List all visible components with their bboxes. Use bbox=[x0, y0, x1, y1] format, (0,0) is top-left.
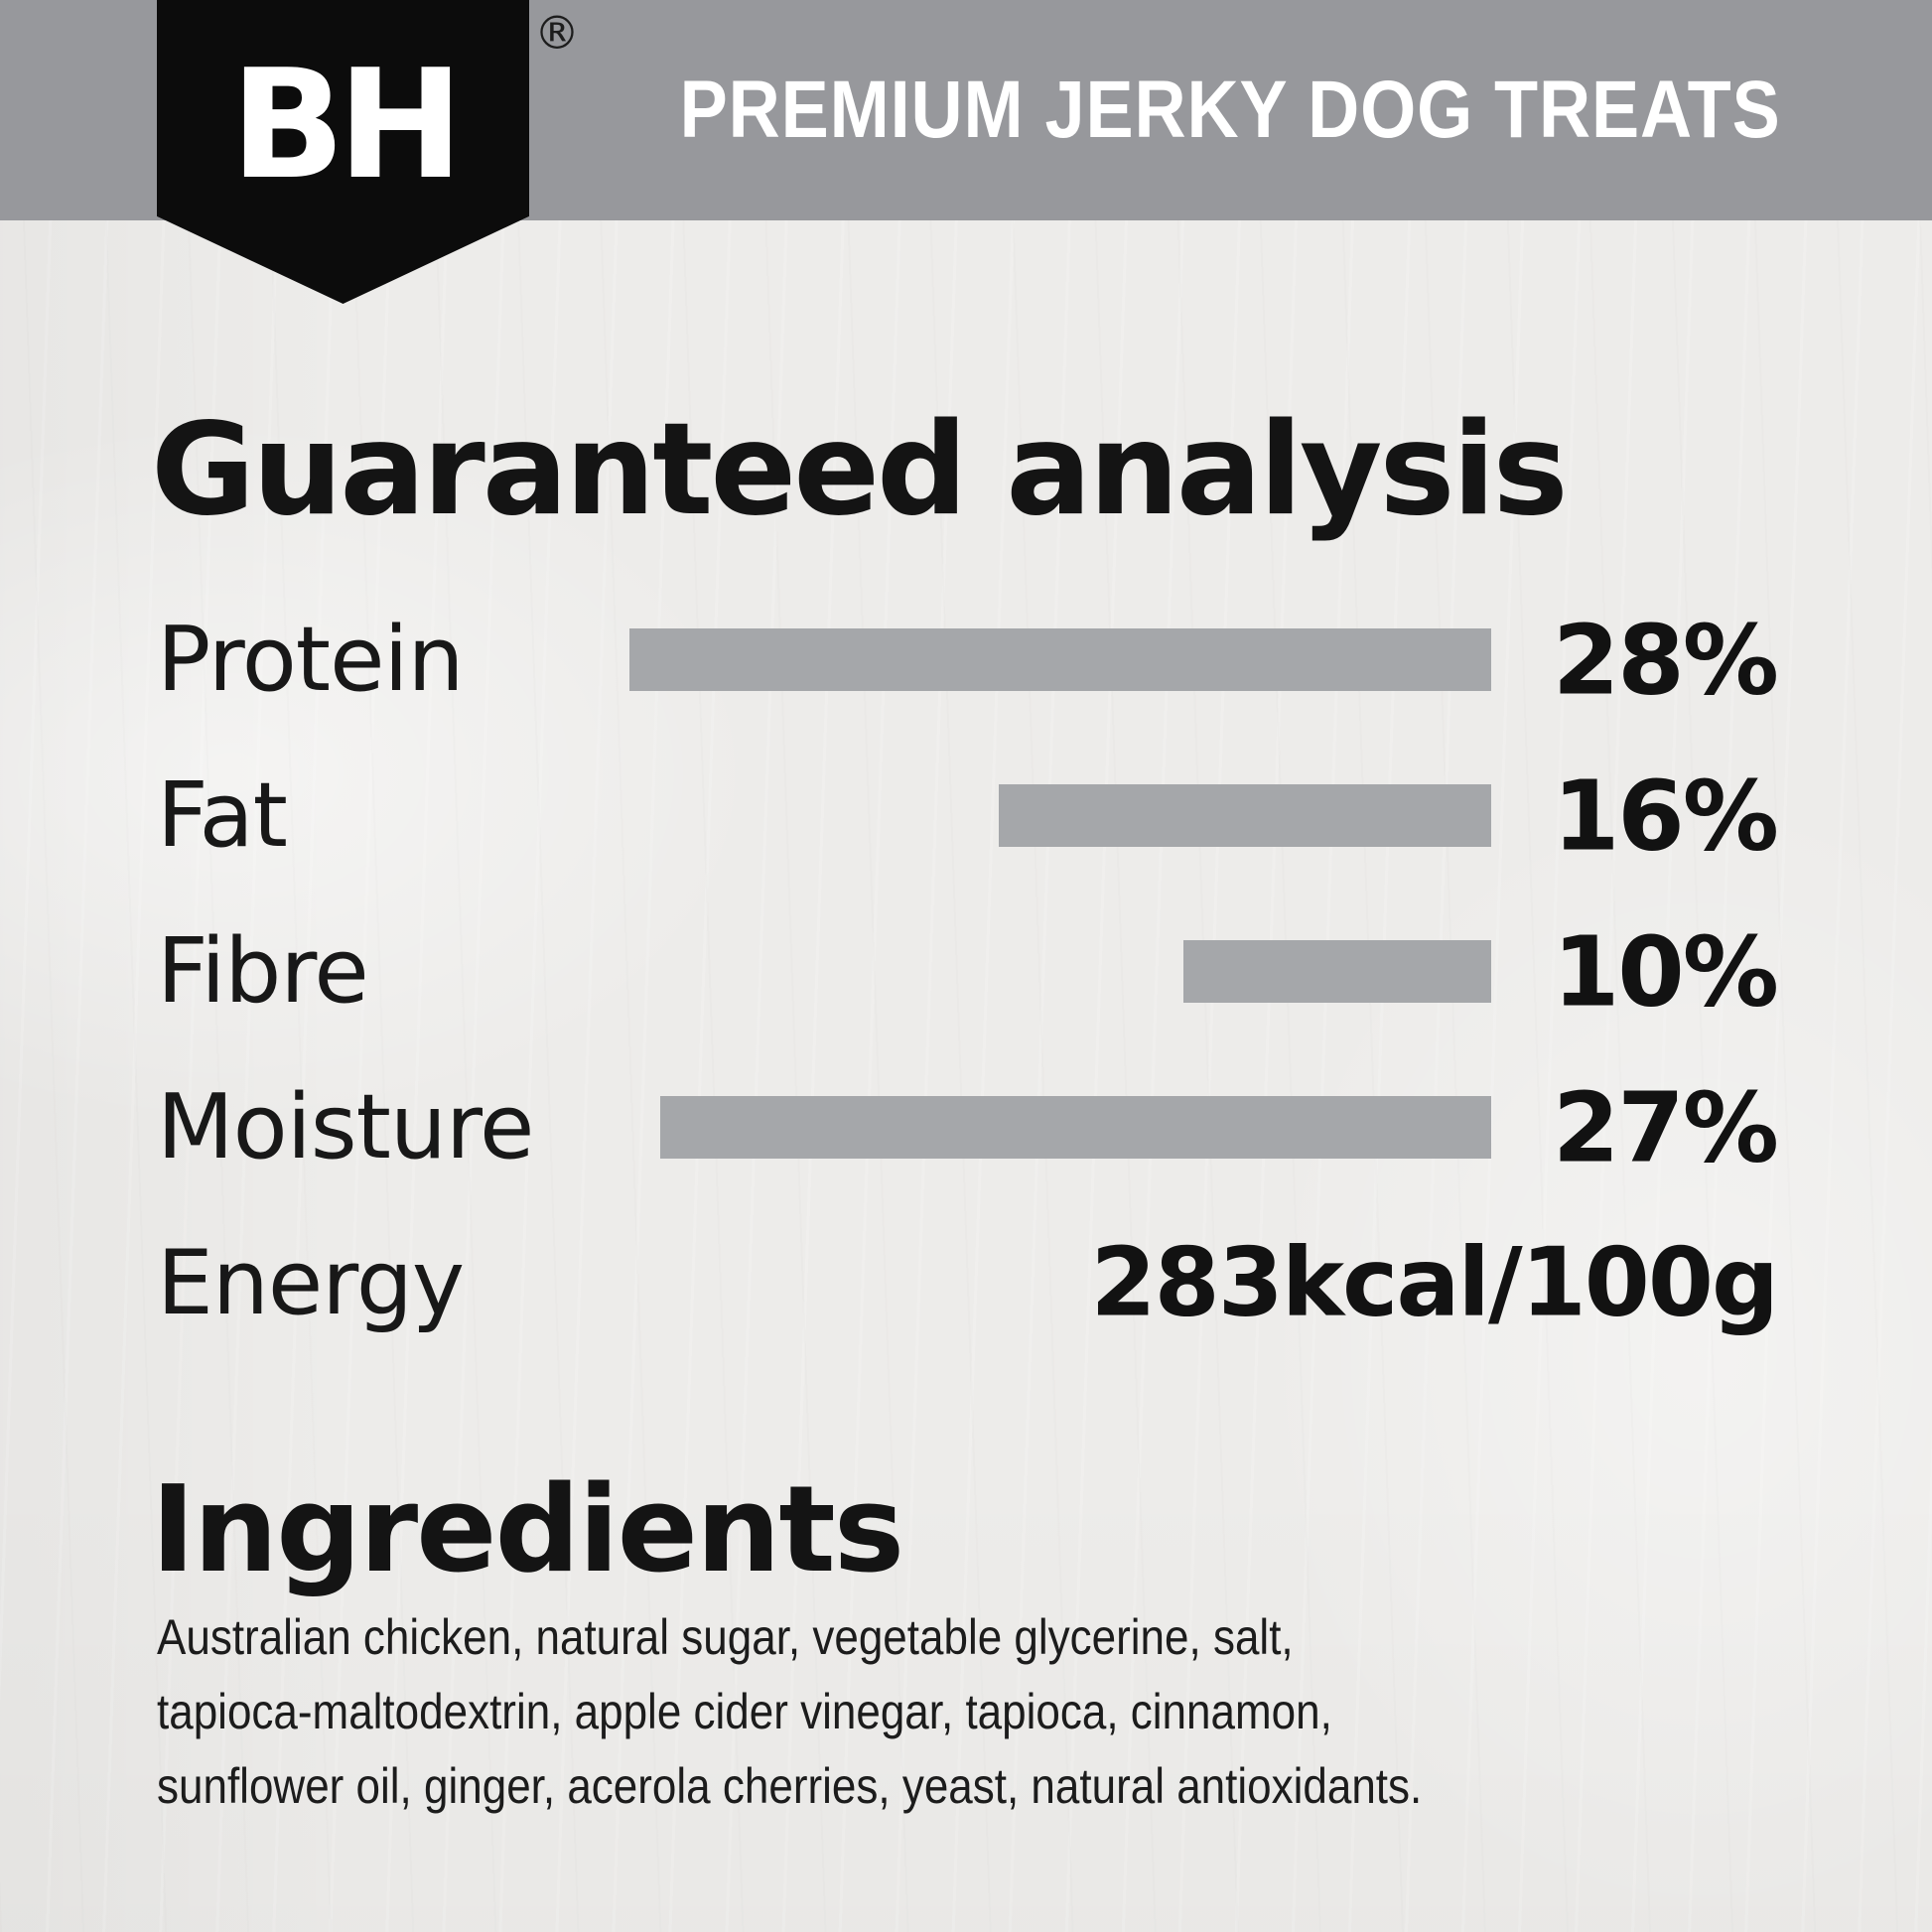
brand-logo-text: BH bbox=[229, 37, 464, 212]
guaranteed-analysis-table: Protein 28% Fat 16% Fibre 10% Moisture 2… bbox=[157, 612, 1779, 1408]
analysis-bar bbox=[629, 628, 1491, 691]
analysis-label: Protein bbox=[157, 607, 464, 712]
analysis-label: Energy bbox=[157, 1230, 465, 1335]
analysis-row: Fibre 10% bbox=[157, 923, 1779, 1020]
analysis-bar bbox=[660, 1096, 1491, 1159]
header: PREMIUM JERKY DOG TREATS bbox=[529, 0, 1932, 220]
analysis-value: 10% bbox=[1552, 915, 1779, 1028]
analysis-row: Fat 16% bbox=[157, 767, 1779, 864]
ingredients-title: Ingredients bbox=[151, 1461, 904, 1599]
analysis-label: Fibre bbox=[157, 918, 369, 1024]
ingredients-line: sunflower oil, ginger, acerola cherries,… bbox=[157, 1758, 1423, 1814]
ingredients-line: tapioca-maltodextrin, apple cider vinega… bbox=[157, 1684, 1332, 1739]
analysis-value: 283kcal/100g bbox=[1090, 1228, 1779, 1337]
registered-trademark-icon: ® bbox=[534, 6, 580, 60]
product-title: PREMIUM JERKY DOG TREATS bbox=[680, 65, 1781, 155]
analysis-row: Energy 283kcal/100g bbox=[157, 1236, 1779, 1330]
analysis-value: 16% bbox=[1552, 759, 1779, 872]
guaranteed-analysis-title: Guaranteed analysis bbox=[151, 396, 1569, 544]
analysis-bar bbox=[1183, 940, 1491, 1003]
analysis-label: Moisture bbox=[157, 1074, 534, 1179]
analysis-value: 28% bbox=[1552, 604, 1779, 716]
analysis-label: Fat bbox=[157, 762, 288, 868]
ingredients-text: Australian chicken, natural sugar, veget… bbox=[157, 1600, 1686, 1824]
ingredients-line: Australian chicken, natural sugar, veget… bbox=[157, 1609, 1294, 1665]
analysis-bar bbox=[999, 784, 1491, 847]
analysis-value: 27% bbox=[1552, 1071, 1779, 1183]
analysis-row: Protein 28% bbox=[157, 612, 1779, 708]
analysis-row: Moisture 27% bbox=[157, 1079, 1779, 1175]
brand-shield-logo: BH bbox=[157, 0, 529, 304]
